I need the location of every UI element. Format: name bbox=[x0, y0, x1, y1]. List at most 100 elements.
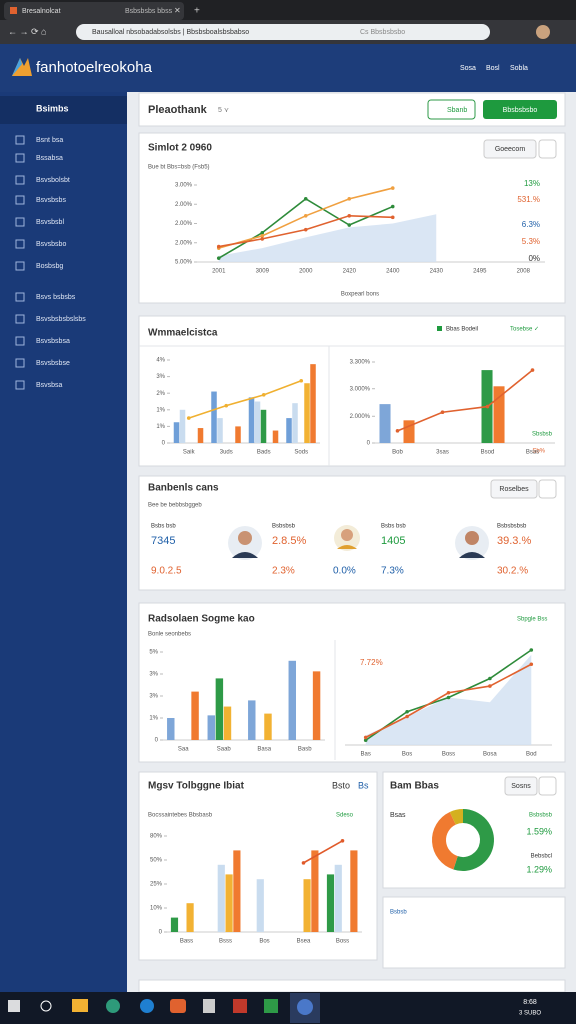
point bbox=[303, 214, 308, 218]
app-icon[interactable] bbox=[140, 999, 154, 1013]
tile-value: 2.8.5% bbox=[272, 535, 306, 547]
clock: 8:68 bbox=[523, 999, 537, 1006]
bar bbox=[223, 706, 232, 740]
x-tick-label: Bod bbox=[526, 752, 537, 758]
avatar-face bbox=[465, 531, 479, 545]
point bbox=[446, 690, 451, 695]
app-icon[interactable] bbox=[264, 999, 278, 1013]
stat: 0% bbox=[528, 254, 540, 263]
share-label: 1.29% bbox=[526, 864, 552, 874]
app-icon[interactable] bbox=[203, 999, 215, 1013]
select[interactable] bbox=[483, 139, 537, 159]
outline-button[interactable] bbox=[427, 99, 476, 120]
select[interactable] bbox=[490, 479, 538, 499]
tile-change: 30.2.% bbox=[497, 566, 528, 577]
button-label: Bbsbsbsbo bbox=[503, 107, 538, 114]
bar bbox=[310, 364, 316, 443]
subtitle: Bue bt Bbs=bsb (Fsb5) bbox=[148, 165, 210, 171]
stat: 6.3% bbox=[522, 220, 540, 229]
point bbox=[340, 839, 345, 843]
note: Sbsbsb bbox=[532, 432, 553, 438]
favicon bbox=[10, 7, 17, 14]
app-icon[interactable] bbox=[170, 999, 186, 1013]
logo-part bbox=[12, 58, 22, 76]
tile-label: Bsbsbsb bbox=[272, 524, 296, 530]
x-tick-label: Boss bbox=[442, 752, 455, 758]
taskbar-icons bbox=[8, 993, 320, 1023]
point bbox=[405, 709, 409, 714]
select[interactable] bbox=[504, 776, 538, 796]
point bbox=[261, 393, 266, 397]
x-tick-label: Saa bbox=[178, 747, 189, 753]
x-tick-label: Bas bbox=[361, 752, 371, 758]
tab-close[interactable]: ✕ bbox=[174, 6, 181, 15]
point bbox=[485, 404, 490, 409]
search-button[interactable] bbox=[538, 139, 557, 159]
point bbox=[347, 197, 352, 201]
point bbox=[390, 204, 395, 209]
sidebar-item: Bsvsbsbsbslsbs bbox=[36, 316, 86, 323]
app-header bbox=[0, 44, 576, 92]
area bbox=[365, 654, 532, 745]
tile-label: Bsbs bsb bbox=[381, 524, 406, 530]
bar bbox=[179, 409, 186, 443]
bar bbox=[326, 874, 335, 932]
search-icon[interactable] bbox=[40, 1000, 52, 1012]
profile[interactable] bbox=[536, 25, 550, 39]
tile-value: 1405 bbox=[381, 535, 405, 547]
bar bbox=[170, 917, 179, 932]
point bbox=[186, 416, 191, 420]
annotation: 7.72% bbox=[360, 658, 383, 667]
y-tick-label: 3% bbox=[149, 672, 158, 678]
y-tick-label: 0 bbox=[367, 441, 371, 447]
sidebar-icon bbox=[15, 261, 25, 271]
search-button[interactable] bbox=[538, 776, 557, 796]
y-tick-label: 0 bbox=[155, 738, 159, 744]
header-link: Sobla bbox=[510, 65, 528, 72]
point bbox=[347, 214, 352, 218]
nav-buttons[interactable]: ← → ⟳ ⌂ bbox=[8, 26, 46, 36]
stat: 13% bbox=[524, 179, 540, 188]
primary-button[interactable] bbox=[483, 100, 557, 119]
app-icon[interactable] bbox=[233, 999, 247, 1013]
bar bbox=[272, 430, 279, 443]
x-tick-label: Bsod bbox=[481, 450, 495, 456]
card-title: Simlot 2 0960 bbox=[148, 143, 212, 154]
card-title: Radsolaen Sogme kao bbox=[148, 614, 255, 625]
tab[interactable] bbox=[4, 2, 184, 20]
point bbox=[440, 410, 445, 415]
share-label: Bsas bbox=[390, 812, 406, 819]
bar bbox=[311, 850, 319, 932]
x-tick-label: Bass bbox=[180, 939, 193, 945]
search-button[interactable] bbox=[538, 479, 557, 499]
app-icon[interactable] bbox=[72, 999, 88, 1012]
tile-change: 0.0% bbox=[333, 566, 356, 577]
point bbox=[488, 676, 492, 681]
bar bbox=[197, 428, 204, 443]
card-title: Mgsv Tolbggne Ibiat bbox=[148, 781, 245, 792]
point bbox=[216, 256, 221, 260]
url-field[interactable] bbox=[76, 24, 490, 40]
tile-change: 7.3% bbox=[381, 566, 404, 577]
bar bbox=[217, 418, 223, 443]
app-icon[interactable] bbox=[297, 999, 313, 1015]
y-tick-label: 2.00% bbox=[175, 240, 193, 246]
start-button[interactable] bbox=[8, 1000, 20, 1012]
sidebar bbox=[0, 92, 127, 992]
new-tab[interactable]: + bbox=[194, 6, 200, 17]
sidebar-item: Bsvsbsbs bbox=[36, 197, 66, 204]
point bbox=[395, 429, 400, 433]
x-tick-label: 2008 bbox=[517, 269, 531, 275]
x-tick-label: 2430 bbox=[430, 269, 444, 275]
bar bbox=[235, 426, 241, 443]
y-tick-label: 2.000% bbox=[350, 414, 371, 420]
subtitle: Bee be bebbsbggeb bbox=[148, 503, 202, 509]
app-icon[interactable] bbox=[106, 999, 120, 1013]
bar bbox=[303, 879, 311, 932]
tag: Bsto bbox=[332, 780, 350, 790]
footer-card bbox=[138, 979, 566, 993]
sidebar-icon bbox=[15, 217, 25, 227]
x-tick-label: 2495 bbox=[473, 269, 487, 275]
point bbox=[363, 735, 368, 740]
donut-slice bbox=[453, 809, 494, 871]
